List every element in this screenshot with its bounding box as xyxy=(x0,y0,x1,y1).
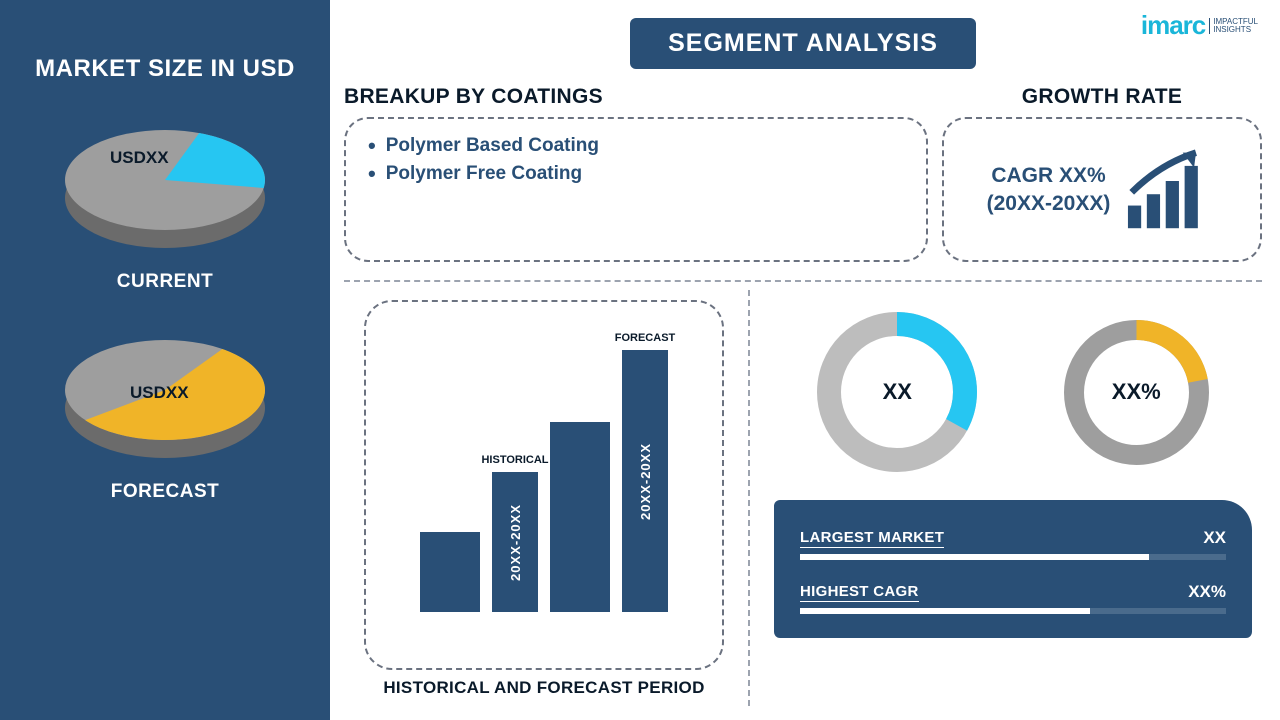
info-label: HIGHEST CAGR xyxy=(800,583,919,602)
breakup-box: Polymer Based CoatingPolymer Free Coatin… xyxy=(344,117,928,262)
bar: HISTORICAL20XX-20XX xyxy=(492,472,538,612)
info-value: XX% xyxy=(1188,582,1226,602)
pie-forecast: USDXX FORECAST xyxy=(50,323,280,503)
growth-box: CAGR XX% (20XX-20XX) xyxy=(942,117,1262,262)
donut-chart: XX xyxy=(817,312,977,472)
sidebar-title: MARKET SIZE IN USD xyxy=(35,55,295,83)
breakup-list: Polymer Based CoatingPolymer Free Coatin… xyxy=(368,133,904,187)
info-row: HIGHEST CAGR XX% xyxy=(800,582,1226,614)
historical-box: HISTORICAL20XX-20XXFORECAST20XX-20XX xyxy=(364,300,724,670)
bar-toplabel: HISTORICAL xyxy=(481,454,548,466)
donut-chart: XX% xyxy=(1064,320,1209,465)
info-bar-track xyxy=(800,554,1226,560)
donut-center: XX% xyxy=(1112,379,1161,405)
logo: imarc IMPACTFUL INSIGHTS xyxy=(1141,10,1258,41)
bar-vtext: 20XX-20XX xyxy=(508,504,523,581)
breakup-section: BREAKUP BY COATINGS Polymer Based Coatin… xyxy=(344,85,928,262)
info-bar-fill xyxy=(800,608,1090,614)
logo-text: imarc xyxy=(1141,10,1205,41)
pie-caption: CURRENT xyxy=(117,271,213,293)
info-panel: LARGEST MARKET XX HIGHEST CAGR XX% xyxy=(774,500,1252,638)
pie-label: USDXX xyxy=(130,383,189,403)
sidebar: MARKET SIZE IN USD USDXX CURRENT USDXX FORE… xyxy=(0,0,330,720)
bar xyxy=(420,532,480,612)
info-bar-track xyxy=(800,608,1226,614)
historical-caption: HISTORICAL AND FORECAST PERIOD xyxy=(383,678,704,698)
info-bar-fill xyxy=(800,554,1149,560)
pie-label: USDXX xyxy=(110,148,169,168)
horizontal-divider xyxy=(344,280,1262,282)
page-title: SEGMENT ANALYSIS xyxy=(630,18,976,69)
vertical-divider xyxy=(748,290,750,706)
logo-tagline: IMPACTFUL INSIGHTS xyxy=(1209,18,1258,34)
main-content: imarc IMPACTFUL INSIGHTS SEGMENT ANALYSI… xyxy=(330,0,1280,720)
bottom-row: HISTORICAL20XX-20XXFORECAST20XX-20XX HIS… xyxy=(344,290,1262,706)
breakup-title: BREAKUP BY COATINGS xyxy=(344,85,928,109)
bar-chart: HISTORICAL20XX-20XXFORECAST20XX-20XX xyxy=(386,322,702,612)
breakup-item: Polymer Free Coating xyxy=(368,161,904,187)
info-row: LARGEST MARKET XX xyxy=(800,528,1226,560)
growth-title: GROWTH RATE xyxy=(942,85,1262,109)
bar-toplabel: FORECAST xyxy=(615,332,676,344)
stats-section: XX XX% LARGEST MARKET XX HIGHEST CAGR XX… xyxy=(754,290,1262,706)
bar: FORECAST20XX-20XX xyxy=(622,350,668,612)
pie-caption: FORECAST xyxy=(111,481,220,503)
donuts-row: XX XX% xyxy=(774,312,1252,472)
pie-current: USDXX CURRENT xyxy=(50,113,280,293)
bar xyxy=(550,422,610,612)
breakup-item: Polymer Based Coating xyxy=(368,133,904,159)
historical-section: HISTORICAL20XX-20XXFORECAST20XX-20XX HIS… xyxy=(344,290,744,706)
growth-section: GROWTH RATE CAGR XX% (20XX-20XX) xyxy=(942,85,1262,262)
donut-center: XX xyxy=(883,379,912,405)
growth-chart-icon xyxy=(1122,147,1217,232)
info-label: LARGEST MARKET xyxy=(800,529,944,548)
bar-vtext: 20XX-20XX xyxy=(638,443,653,520)
cagr-text: CAGR XX% (20XX-20XX) xyxy=(987,162,1111,217)
top-row: BREAKUP BY COATINGS Polymer Based Coatin… xyxy=(344,85,1262,262)
info-value: XX xyxy=(1203,528,1226,548)
